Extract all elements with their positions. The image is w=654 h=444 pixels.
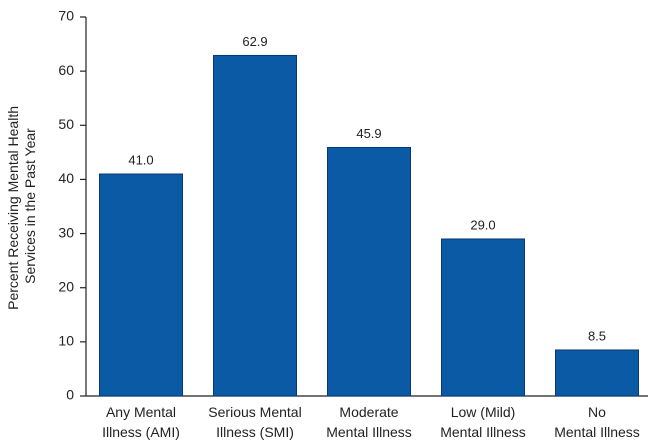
y-axis-label-line: Percent Receiving Mental Health [5,106,21,310]
x-tick-label: Moderate Mental Illness [326,404,412,440]
value-label: 62.9 [242,34,267,49]
x-tick-label-line: No [588,404,606,420]
x-tick-label: No Mental Illness [554,404,640,440]
value-label: 41.0 [128,152,153,167]
bar [99,173,183,397]
y-tick-label: 70 [58,8,74,24]
x-tick-label-line: Low (Mild) [451,404,516,420]
bar [213,54,297,397]
y-tick-label: 40 [58,170,74,186]
bar [555,349,639,397]
y-axis-label: Percent Receiving Mental Health Services… [5,102,38,310]
x-tick-label: Low (Mild) Mental Illness [440,404,526,440]
y-tick-label: 50 [58,116,74,132]
value-label: 8.5 [588,328,606,343]
bar [327,146,411,397]
y-tick-label: 60 [58,62,74,78]
y-tick-label: 30 [58,224,74,240]
x-tick-label-line: Mental Illness [554,424,640,440]
x-tick-label-line: Mental Illness [326,424,412,440]
y-tick-label: 20 [58,278,74,294]
x-tick-label: Any Mental Illness (AMI) [102,404,180,440]
x-tick-label-line: Serious Mental [208,404,301,420]
x-tick-label: Serious Mental Illness (SMI) [208,404,301,440]
y-tick-label: 10 [58,333,74,349]
y-tick-label: 0 [66,387,74,403]
y-axis-label-line: Services in the Past Year [22,128,38,284]
x-tick-label-line: Moderate [339,404,398,420]
value-label: 29.0 [470,217,495,232]
x-tick-label-line: Illness (SMI) [216,424,294,440]
x-tick-label-line: Mental Illness [440,424,526,440]
bar [441,238,525,397]
x-tick-label-line: Any Mental [106,404,176,420]
x-tick-label-line: Illness (AMI) [102,424,180,440]
value-label: 45.9 [356,126,381,141]
